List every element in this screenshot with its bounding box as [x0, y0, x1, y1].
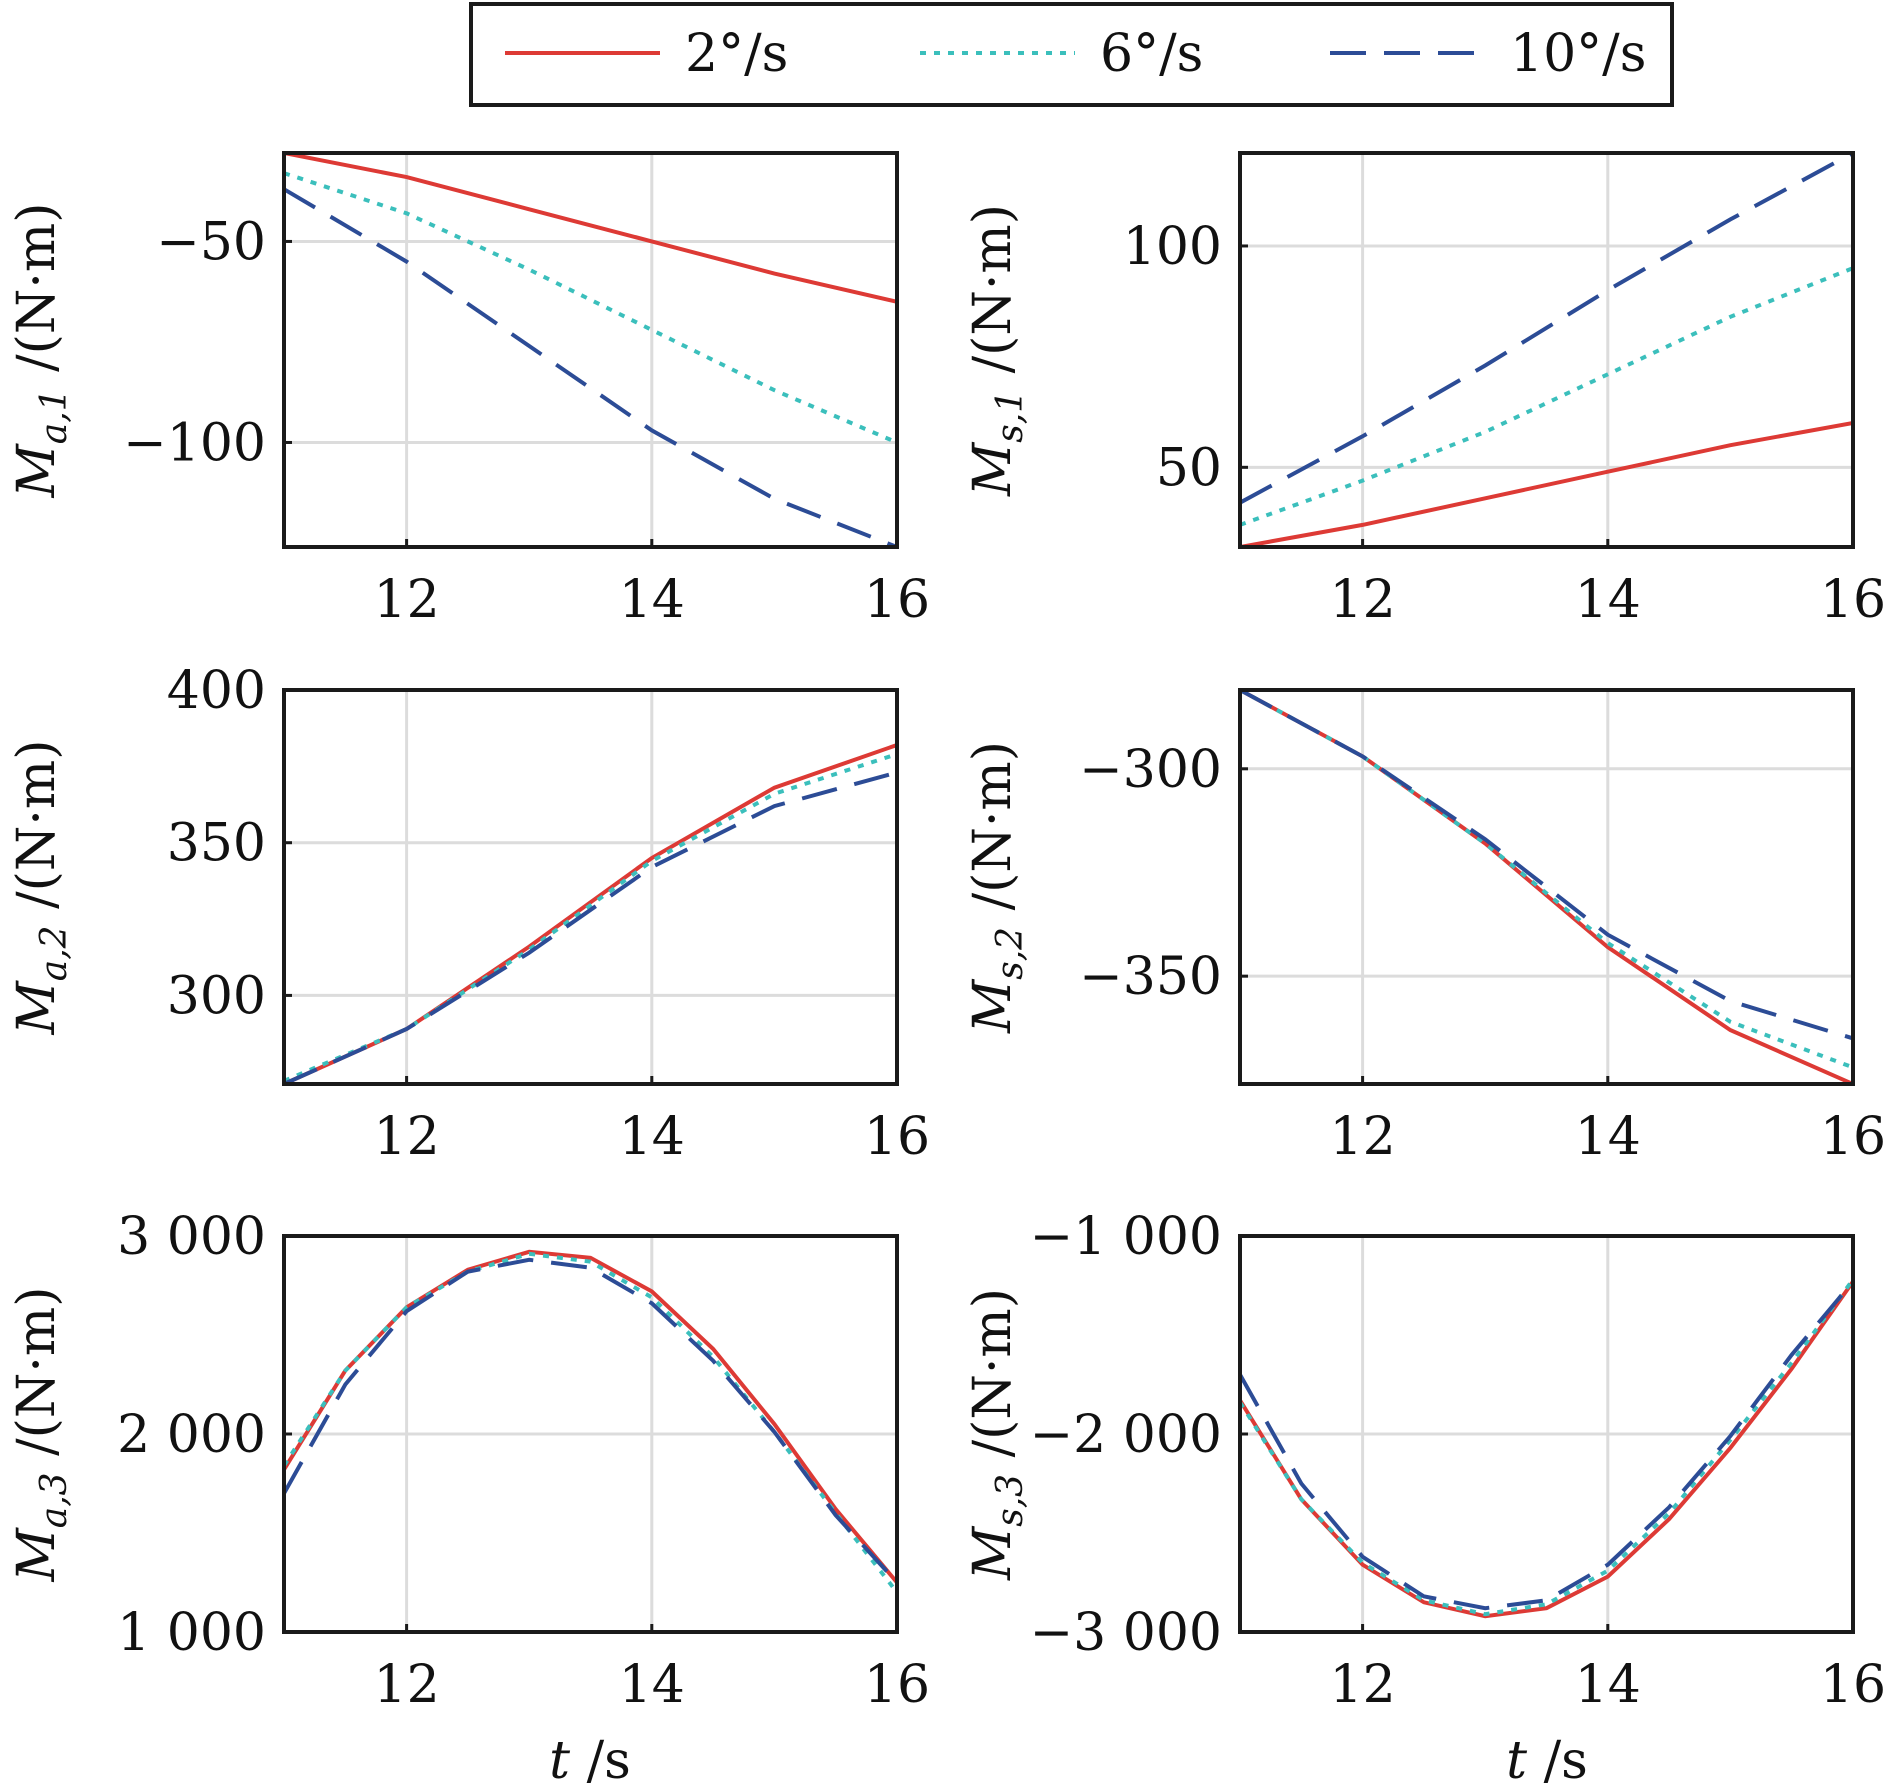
y-tick-label: 100 — [1123, 217, 1222, 277]
series-line-s3-2 — [1240, 1280, 1853, 1611]
series-line-a3-1 — [284, 1251, 897, 1594]
y-tick-label: −50 — [156, 212, 266, 272]
x-tick-label: 16 — [864, 1107, 930, 1167]
y-axis-label: Ms,2 /(N·m) — [963, 741, 1031, 1034]
series-line-s1-0 — [1240, 421, 1853, 547]
y-tick-label: 300 — [167, 966, 266, 1026]
y-axis-label: Ms,3 /(N·m) — [963, 1288, 1031, 1581]
plot-frame — [1238, 151, 1855, 549]
x-tick-label: 16 — [1820, 1655, 1886, 1715]
plot-frame — [282, 151, 899, 549]
series-line-a3-2 — [284, 1257, 897, 1584]
y-tick-label: 3 000 — [117, 1207, 266, 1267]
x-tick-label: 12 — [374, 570, 440, 630]
plot-area — [284, 690, 897, 1084]
y-axis-label: Ma,3 /(N·m) — [7, 1286, 75, 1582]
panel-a3: 12 14 16 3 000 2 000 1 000 Ma,3 /(N·m) — [7, 1207, 930, 1715]
y-tick-label: 50 — [1156, 438, 1222, 498]
panel-s2: 12 14 16 −300 −350 Ms,2 /(N·m) — [963, 688, 1886, 1167]
x-tick-label: 14 — [619, 1655, 685, 1715]
panel-a1: 12 14 16 −50 −100 Ma,1 /(N·m) — [7, 151, 930, 630]
panel-s3: 12 14 16 −1 000 −2 000 −3 000 Ms,3 /(N·m) — [963, 1207, 1886, 1715]
plot-frame — [1238, 688, 1855, 1086]
series-line-s3-0 — [1240, 1280, 1853, 1619]
y-tick-label: −350 — [1079, 947, 1222, 1007]
y-tick-label: −1 000 — [1030, 1207, 1222, 1267]
plot-area — [1240, 690, 1853, 1084]
panel-s1: 12 14 16 100 50 Ms,1 /(N·m) — [963, 151, 1886, 630]
y-tick-label: 1 000 — [117, 1603, 266, 1663]
x-tick-label: 16 — [864, 1655, 930, 1715]
series-line-a2-1 — [284, 752, 897, 1083]
x-tick-label: 14 — [1575, 570, 1641, 630]
y-tick-label: −100 — [123, 413, 266, 473]
plot-area — [284, 153, 897, 547]
x-axis-label-right: t /s — [1506, 1731, 1588, 1791]
x-tick-label: 12 — [374, 1107, 440, 1167]
series-line-s1-2 — [1240, 153, 1853, 505]
x-tick-label: 16 — [864, 570, 930, 630]
x-tick-label: 14 — [1575, 1655, 1641, 1715]
series-line-s2-2 — [1240, 690, 1853, 1041]
x-axis-labels: t /s t /s — [549, 1731, 1588, 1791]
y-tick-label: 400 — [167, 661, 266, 721]
x-tick-label: 14 — [619, 570, 685, 630]
x-axis-label-left: t /s — [549, 1731, 631, 1791]
series-line-a2-2 — [284, 770, 897, 1084]
x-tick-label: 12 — [1330, 1107, 1396, 1167]
x-tick-label: 12 — [1330, 570, 1396, 630]
legend-label-1: 6°/s — [1100, 24, 1203, 84]
y-tick-label: −2 000 — [1030, 1405, 1222, 1465]
chart-panels: 12 14 16 −50 −100 Ma,1 /(N·m) 12 14 16 100 50 Ms,1 … — [7, 151, 1886, 1715]
plot-frame — [282, 688, 899, 1086]
panel-a2: 12 14 16 400 350 300 Ma,2 /(N·m) — [7, 661, 930, 1167]
plot-area — [1240, 153, 1853, 547]
y-axis-label: Ma,2 /(N·m) — [7, 739, 75, 1035]
x-tick-label: 16 — [1820, 570, 1886, 630]
x-tick-label: 12 — [374, 1655, 440, 1715]
y-tick-label: −3 000 — [1030, 1603, 1222, 1663]
x-tick-label: 12 — [1330, 1655, 1396, 1715]
series-line-a1-2 — [284, 187, 897, 547]
legend-label-2: 10°/s — [1510, 24, 1646, 84]
legend: 2°/s 6°/s 10°/s — [469, 2, 1674, 107]
x-tick-label: 14 — [1575, 1107, 1641, 1167]
x-tick-label: 14 — [619, 1107, 685, 1167]
y-tick-label: −300 — [1079, 740, 1222, 800]
series-line-s3-1 — [1240, 1278, 1853, 1617]
y-axis-label: Ma,1 /(N·m) — [7, 202, 75, 498]
y-tick-label: 2 000 — [117, 1405, 266, 1465]
series-line-a1-0 — [284, 153, 897, 304]
legend-label-0: 2°/s — [685, 24, 788, 84]
x-tick-label: 16 — [1820, 1107, 1886, 1167]
y-axis-label: Ms,1 /(N·m) — [963, 204, 1031, 497]
y-tick-label: 350 — [167, 814, 266, 874]
